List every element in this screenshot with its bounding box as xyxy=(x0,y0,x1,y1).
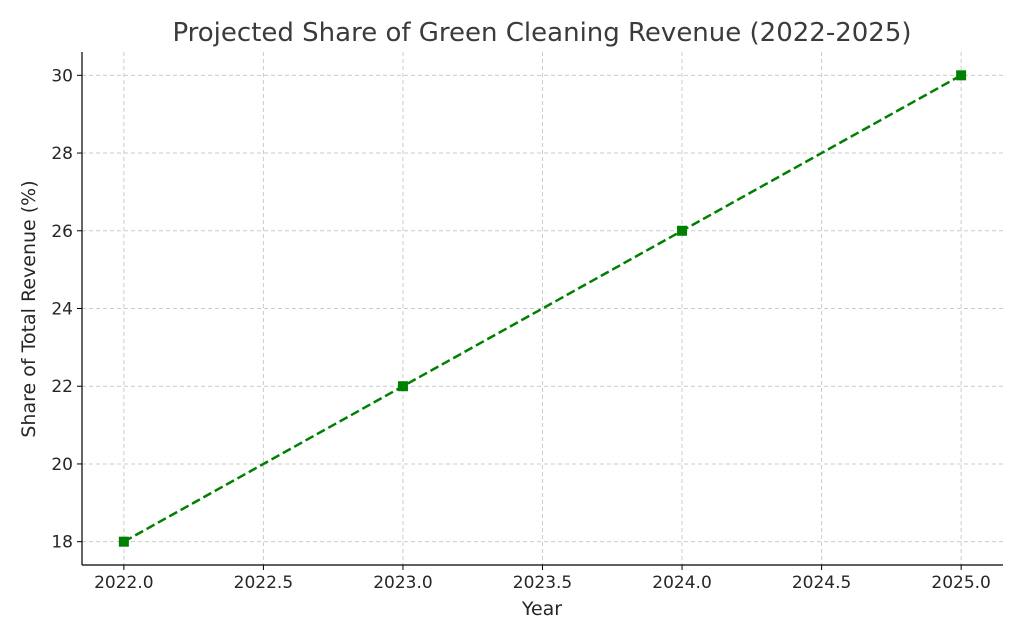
x-tick-label: 2024.5 xyxy=(792,573,851,593)
y-tick-label: 24 xyxy=(51,300,73,320)
y-tick-label: 28 xyxy=(51,144,73,164)
data-point-marker xyxy=(956,70,967,81)
x-tick-label: 2022.0 xyxy=(94,573,153,593)
x-tick-label: 2023.0 xyxy=(373,573,432,593)
series xyxy=(118,70,967,547)
y-tick-label: 22 xyxy=(51,377,73,397)
data-point-marker xyxy=(677,225,688,236)
ticks: 2022.0 2022.5 2023.0 2023.5 2024.0 2024.5 2025… xyxy=(51,66,991,593)
grid xyxy=(82,52,1003,565)
x-axis-label: Year xyxy=(521,598,562,620)
y-tick-label: 30 xyxy=(51,66,73,86)
series-line xyxy=(123,74,962,543)
y-axis-label: Share of Total Revenue (%) xyxy=(18,180,40,437)
y-tick-label: 26 xyxy=(51,222,73,242)
x-tick-label: 2025.0 xyxy=(931,573,990,593)
x-tick-label: 2023.5 xyxy=(513,573,572,593)
x-tick-label: 2022.5 xyxy=(234,573,293,593)
y-tick-label: 18 xyxy=(51,533,73,553)
x-tick-label: 2024.0 xyxy=(652,573,711,593)
data-point-marker xyxy=(118,536,129,547)
chart-title: Projected Share of Green Cleaning Revenu… xyxy=(172,18,911,48)
y-tick-label: 20 xyxy=(51,455,73,475)
data-point-marker xyxy=(397,381,408,392)
